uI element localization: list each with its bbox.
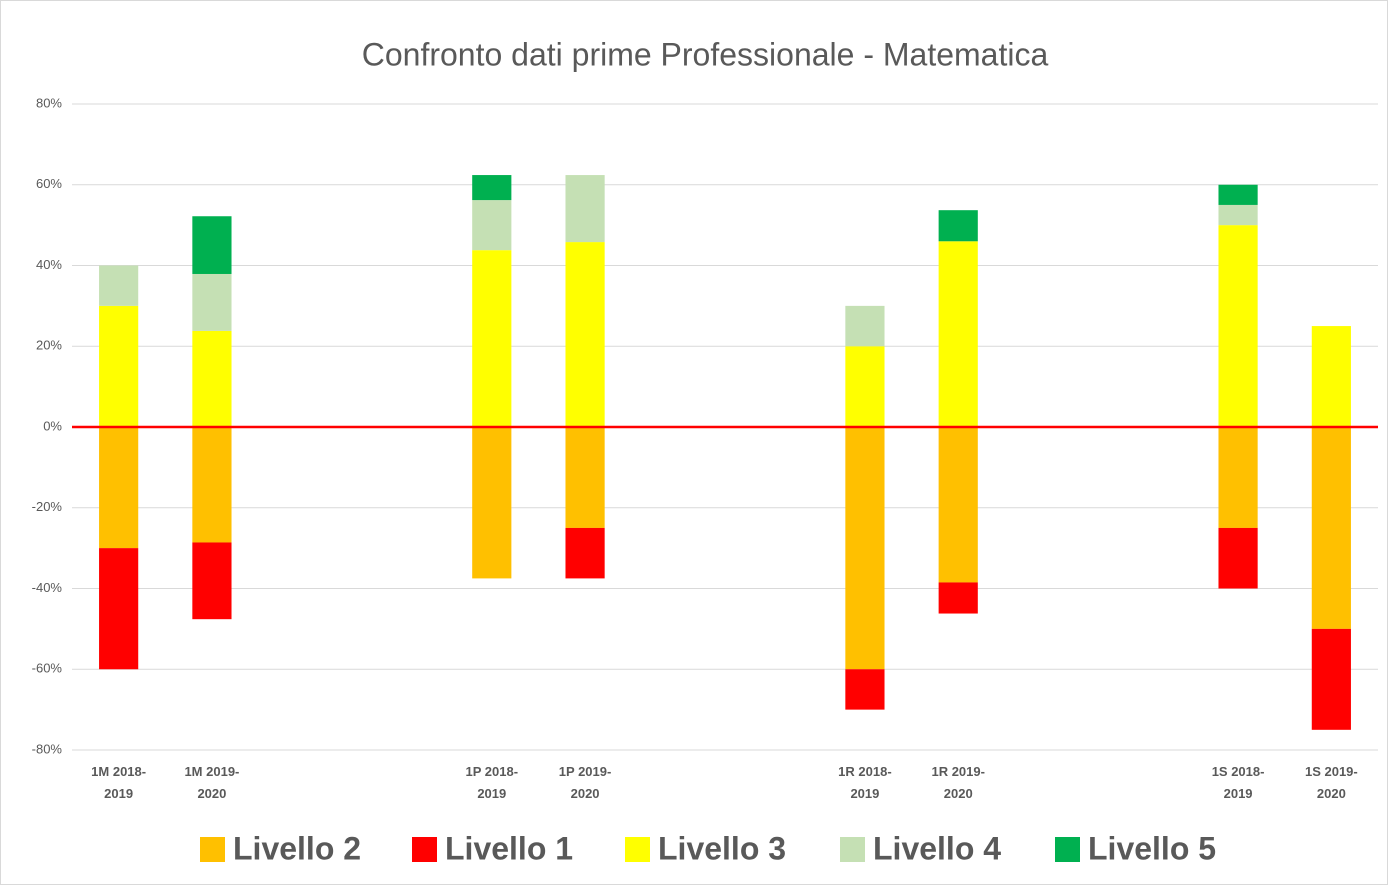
bar-segment (938, 210, 978, 242)
bar-segment (565, 527, 605, 579)
bar-segment (99, 305, 139, 427)
y-tick-label: -80% (32, 741, 63, 756)
legend-swatch (200, 837, 225, 862)
x-tick-label: 1S 2019-2020 (1305, 764, 1358, 801)
legend-label: Livello 2 (233, 830, 361, 866)
x-tick-label: 1R 2018-2019 (838, 764, 891, 801)
bar-segment (938, 427, 978, 583)
bar-segment (1218, 184, 1258, 205)
legend-swatch (840, 837, 865, 862)
bar-segment (845, 305, 885, 347)
bar-segment (1218, 527, 1258, 589)
x-tick-label: 1M 2019-2020 (184, 764, 239, 801)
legend-swatch (1055, 837, 1080, 862)
y-tick-label: -40% (32, 580, 63, 595)
bar-segment (472, 200, 512, 251)
bar-segment (192, 216, 232, 274)
x-tick-label: 1S 2018-2019 (1212, 764, 1265, 801)
legend-label: Livello 5 (1088, 830, 1216, 866)
x-tick-label: 1P 2019-2020 (559, 764, 612, 801)
bar-segment (1218, 204, 1258, 226)
bar-segment (192, 427, 232, 543)
bar-segment (99, 548, 139, 670)
y-tick-label: 80% (36, 95, 62, 110)
bar-segment (192, 542, 232, 620)
bar-segment (845, 346, 885, 427)
y-tick-label: 60% (36, 176, 62, 191)
bar-segment (192, 330, 232, 427)
bar-segment (845, 427, 885, 670)
bar-segment (1218, 427, 1258, 528)
y-tick-label: -20% (32, 499, 63, 514)
bar-segment (565, 242, 605, 427)
bar-segment (99, 427, 139, 549)
y-tick-label: 0% (43, 418, 62, 433)
bar-segment (565, 175, 605, 243)
bar-segment (1311, 427, 1351, 629)
bar-segment (99, 265, 139, 306)
bar-segment (938, 582, 978, 614)
bar-segment (938, 241, 978, 427)
x-tick-label: 1M 2018-2019 (91, 764, 146, 801)
legend-label: Livello 4 (873, 830, 1001, 866)
bar-segment (472, 427, 512, 579)
bar-segment (472, 175, 512, 201)
bar-segment (472, 250, 512, 427)
bar-segment (192, 273, 232, 331)
legend-swatch (625, 837, 650, 862)
y-tick-label: 40% (36, 257, 62, 272)
legend-label: Livello 3 (658, 830, 786, 866)
chart-title: Confronto dati prime Professionale - Mat… (362, 36, 1049, 72)
bar-segment (845, 669, 885, 710)
bar-segment (1218, 225, 1258, 427)
y-tick-label: -60% (32, 661, 63, 676)
x-tick-label: 1P 2018-2019 (466, 764, 519, 801)
bar-segment (565, 427, 605, 528)
legend-swatch (412, 837, 437, 862)
x-tick-label: 1R 2019-2020 (931, 764, 984, 801)
bar-segment (1311, 326, 1351, 427)
legend-label: Livello 1 (445, 830, 573, 866)
y-tick-label: 20% (36, 338, 62, 353)
bar-segment (1311, 628, 1351, 730)
